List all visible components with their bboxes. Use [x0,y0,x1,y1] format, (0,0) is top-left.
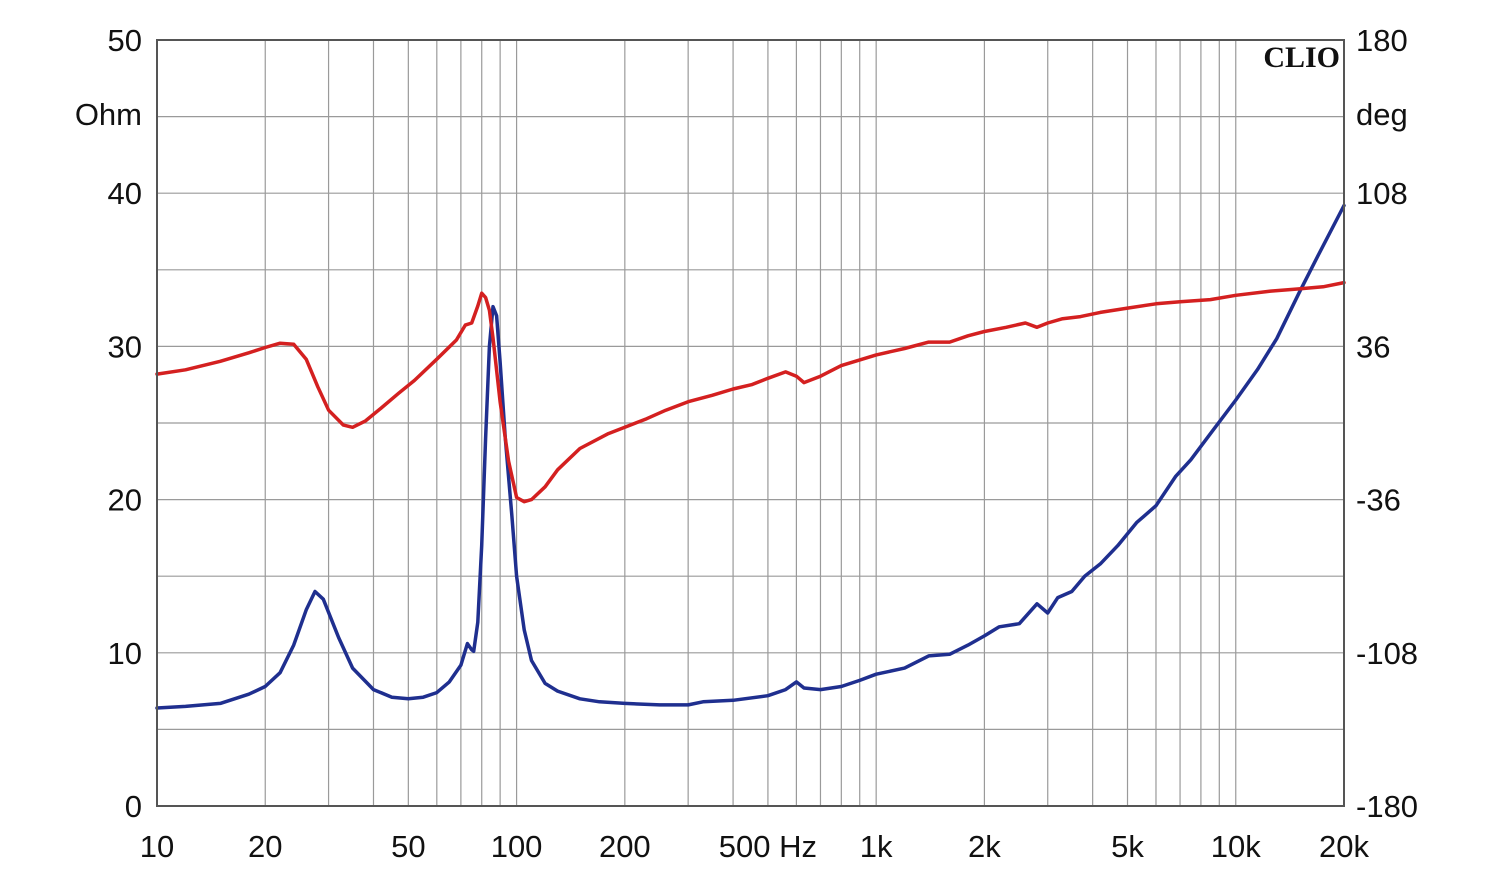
left-tick-label: 10 [108,636,142,671]
left-tick-label: 50 [108,23,142,58]
plot-frame [156,39,1345,807]
grid [157,40,1344,806]
x-axis-labels: 10 20 50 100 200 500 Hz 1k 2k 5k 10k 20k [140,829,1370,864]
x-tick-label: 20 [248,829,282,864]
left-tick-label: 40 [108,176,142,211]
x-tick-label: 100 [491,829,543,864]
left-tick-label: 30 [108,329,142,364]
x-tick-label: 1k [860,829,893,864]
right-tick-label: -180 [1356,789,1418,824]
right-axis-unit-label: deg [1356,97,1408,132]
x-tick-label: 2k [968,829,1001,864]
right-tick-label: -108 [1356,636,1418,671]
left-axis-unit-label: Ohm [75,97,142,132]
left-tick-label: 20 [108,483,142,518]
impedance-curve [155,203,1346,710]
series-lines [155,203,1346,710]
x-tick-label: 10k [1211,829,1261,864]
right-axis-labels: -180 -108 -36 36 108 180 [1356,23,1418,824]
x-tick-label: 5k [1111,829,1144,864]
right-tick-label: 180 [1356,23,1408,58]
x-tick-label: 50 [391,829,425,864]
right-tick-label: 36 [1356,329,1390,364]
right-tick-label: -36 [1356,483,1401,518]
left-axis-labels: 0 10 20 30 40 50 [108,23,142,824]
clio-watermark: CLIO [1263,41,1340,74]
left-tick-label: 0 [125,789,142,824]
phase-curve [155,280,1346,504]
x-tick-label: 500 Hz [719,829,817,864]
x-tick-label: 10 [140,829,174,864]
x-tick-label: 200 [599,829,651,864]
right-tick-label: 108 [1356,176,1408,211]
x-tick-label: 20k [1319,829,1369,864]
